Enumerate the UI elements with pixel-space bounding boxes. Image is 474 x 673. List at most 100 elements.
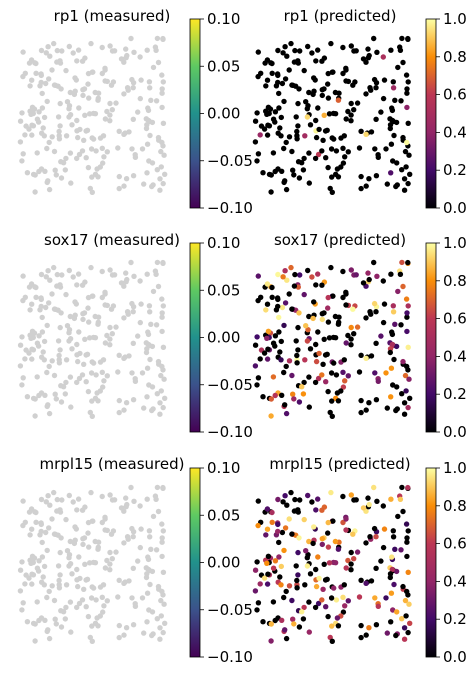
scatter-point (292, 47, 298, 54)
scatter-point (51, 597, 58, 604)
scatter-point (302, 357, 308, 363)
scatter-point (345, 373, 351, 379)
colorbar-tick-label: 0.00 (207, 329, 240, 347)
scatter-point (265, 553, 272, 559)
scatter-point (279, 304, 286, 311)
scatter-point (40, 574, 46, 580)
scatter-point (276, 314, 282, 321)
scatter-point (20, 297, 26, 304)
scatter-point (279, 392, 285, 398)
scatter-point (348, 561, 354, 567)
scatter-point (374, 273, 380, 279)
scatter-point (315, 496, 321, 502)
scatter-point (124, 52, 130, 59)
scatter-point (34, 150, 40, 156)
scatter-point (66, 563, 72, 569)
scatter-point (306, 599, 312, 605)
colorbar-tick-label: 0.00 (207, 105, 240, 123)
scatter-point (158, 148, 164, 155)
scatter-point (291, 283, 298, 289)
scatter-point (159, 588, 165, 595)
colorbar (425, 18, 437, 209)
scatter-point (319, 541, 325, 548)
scatter-point (400, 59, 406, 66)
scatter-point (154, 167, 160, 173)
scatter-point (67, 313, 74, 320)
scatter-point (330, 69, 336, 75)
scatter-point (351, 107, 357, 113)
scatter-point (60, 160, 67, 166)
scatter-point (19, 334, 25, 340)
scatter-point (275, 72, 281, 79)
scatter-point (294, 577, 300, 584)
scatter-point (404, 328, 410, 335)
scatter-point (49, 291, 55, 297)
scatter-point (101, 603, 107, 609)
scatter-point (268, 172, 274, 178)
scatter-point (53, 621, 59, 627)
scatter-point (269, 294, 275, 300)
scatter-point (144, 47, 150, 53)
scatter-point (371, 259, 377, 266)
scatter-point (95, 398, 101, 404)
scatter-point (332, 89, 339, 96)
scatter-point (268, 189, 274, 195)
scatter-point (401, 411, 408, 417)
scatter-point (29, 301, 35, 307)
scatter-point (358, 352, 364, 358)
scatter-point (358, 577, 364, 583)
scatter-point (75, 496, 82, 502)
scatter-point (390, 534, 397, 540)
scatter-point (404, 139, 410, 146)
scatter-point (159, 296, 165, 302)
scatter-point (261, 575, 268, 581)
scatter-point (100, 384, 106, 390)
scatter-point (19, 607, 25, 613)
scatter-point (282, 268, 288, 274)
scatter-point (297, 48, 303, 54)
scatter-point (340, 384, 347, 390)
scatter-point (113, 100, 119, 106)
colorbar-tick-label: 0.4 (443, 572, 467, 590)
scatter-point (145, 566, 152, 573)
scatter-point (405, 120, 411, 127)
scatter-point (86, 319, 92, 325)
scatter-point (389, 566, 395, 573)
scatter-point (75, 583, 81, 590)
scatter-point (157, 625, 163, 631)
scatter-point (329, 413, 335, 419)
scatter-point (29, 356, 35, 362)
scatter-point (319, 282, 325, 288)
scatter-point (335, 398, 342, 404)
scatter-point (340, 594, 346, 600)
scatter-point (309, 274, 315, 280)
scatter-point (270, 374, 277, 380)
colorbar-tick-label: 0.10 (207, 459, 240, 477)
scatter-point (44, 322, 50, 329)
scatter-point (137, 544, 143, 551)
scatter-point (335, 174, 342, 180)
scatter-point (380, 503, 386, 509)
scatter-point (390, 309, 397, 315)
scatter-point (95, 623, 101, 629)
scatter-point (67, 150, 74, 156)
scatter-point (289, 597, 295, 604)
scatter-point (311, 299, 317, 305)
scatter-point (252, 588, 259, 594)
scatter-point (326, 335, 333, 341)
scatter-point (394, 384, 400, 390)
scatter-point (283, 410, 290, 417)
scatter-point (45, 493, 51, 499)
scatter-point (85, 530, 91, 536)
scatter-point (275, 79, 281, 86)
scatter-point (290, 391, 296, 397)
scatter-point (57, 549, 63, 556)
scatter-point (123, 495, 129, 501)
scatter-point (158, 597, 164, 604)
scatter-point (144, 394, 150, 400)
scatter-point (102, 340, 109, 346)
colorbar-tick-label: 0.2 (443, 610, 467, 628)
scatter-point (22, 581, 28, 587)
scatter-point (64, 99, 71, 105)
colorbar-tick-label: 1.0 (443, 10, 467, 28)
